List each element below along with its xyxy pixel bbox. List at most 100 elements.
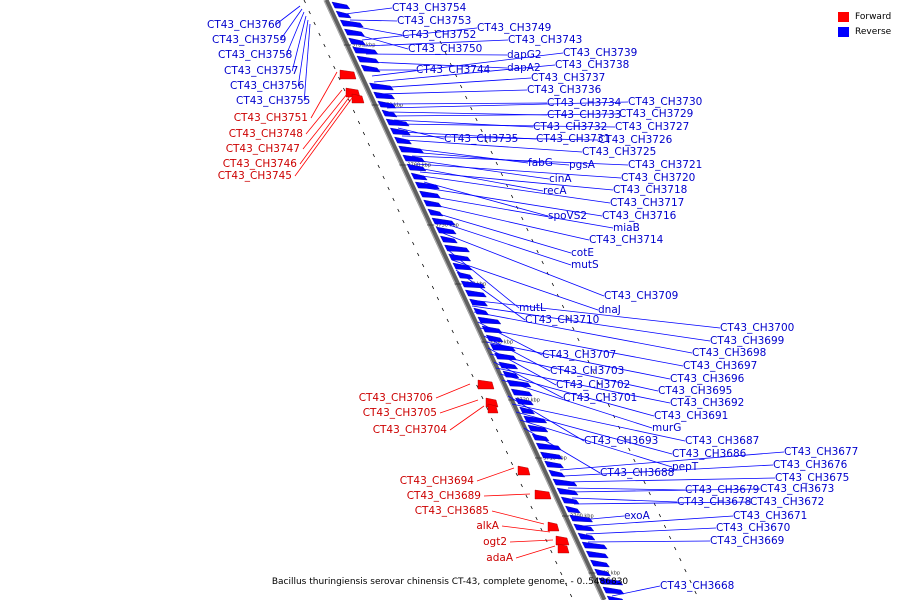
guide-dot bbox=[480, 128, 483, 133]
label-leader bbox=[447, 249, 520, 309]
reverse-gene-label: miaB bbox=[613, 222, 640, 234]
label-leader bbox=[473, 311, 693, 354]
label-leader bbox=[489, 353, 659, 392]
guide-dot bbox=[560, 571, 563, 576]
label-leader bbox=[419, 171, 614, 191]
label-leader bbox=[495, 367, 671, 404]
guide-dot bbox=[541, 260, 544, 265]
label-leader bbox=[579, 515, 625, 521]
label-leader bbox=[403, 139, 583, 153]
guide-dot bbox=[431, 285, 435, 290]
reverse-gene bbox=[389, 127, 411, 136]
label-leader bbox=[511, 403, 686, 442]
reverse-gene-label: CT43_CH3714 bbox=[589, 234, 664, 246]
guide-dot bbox=[357, 120, 361, 125]
forward-gene bbox=[477, 379, 495, 390]
reverse-gene bbox=[510, 388, 533, 397]
reverse-gene bbox=[360, 64, 381, 73]
forward-gene-track bbox=[339, 69, 570, 554]
reverse-gene bbox=[356, 55, 380, 64]
guide-dot bbox=[323, 43, 326, 48]
label-leader bbox=[431, 211, 572, 254]
label-leader bbox=[423, 181, 549, 217]
label-leader bbox=[373, 64, 556, 83]
guide-dot bbox=[607, 403, 611, 408]
guide-dot bbox=[417, 252, 420, 257]
guide-dot bbox=[436, 296, 440, 301]
guide-dot bbox=[500, 439, 504, 444]
label-leader bbox=[303, 23, 311, 102]
reverse-gene bbox=[427, 208, 444, 217]
reverse-gene bbox=[410, 172, 428, 181]
reverse-gene-label: pepT bbox=[672, 461, 699, 473]
label-leader bbox=[469, 299, 721, 329]
label-leader bbox=[367, 61, 508, 69]
reverse-gene-label: CT43_CH3759 bbox=[212, 34, 286, 46]
reverse-gene-label: CT43_CH3710 bbox=[525, 314, 599, 326]
legend-item-forward: Forward bbox=[838, 9, 891, 24]
guide-dot bbox=[569, 593, 573, 598]
guide-dot bbox=[505, 450, 509, 455]
guide-dot bbox=[367, 142, 370, 147]
guide-dot bbox=[491, 417, 494, 422]
guide-dot bbox=[426, 274, 430, 279]
reverse-gene-label: CT43_CH3757 bbox=[224, 65, 298, 77]
guide-dot bbox=[481, 395, 484, 400]
label-leader bbox=[429, 203, 590, 241]
guide-dot bbox=[668, 535, 672, 540]
guide-dot bbox=[460, 84, 463, 89]
reverse-gene bbox=[406, 163, 427, 172]
label-leader bbox=[397, 127, 445, 140]
guide-dot bbox=[485, 139, 488, 144]
label-leader bbox=[485, 341, 671, 380]
reverse-gene-label: CT43_CH3668 bbox=[660, 580, 734, 592]
reverse-gene-label: CT43_CH3725 bbox=[582, 146, 656, 158]
guide-dot bbox=[623, 436, 626, 441]
guide-dot bbox=[658, 513, 662, 518]
reverse-gene-label: CT43_CH3737 bbox=[531, 72, 605, 84]
guide-dot bbox=[679, 557, 682, 562]
guide-dot bbox=[572, 326, 575, 331]
reverse-gene-label: cinA bbox=[549, 173, 572, 185]
reverse-gene bbox=[506, 379, 532, 388]
label-leader bbox=[401, 135, 599, 141]
guide-dot bbox=[535, 516, 538, 521]
reverse-gene-label: CT43_CH3707 bbox=[542, 349, 616, 361]
reverse-gene-label: CT43_CH3679 bbox=[685, 484, 759, 496]
forward-gene-label: CT43_CH3706 bbox=[359, 392, 434, 404]
reverse-gene bbox=[444, 244, 470, 253]
reverse-gene bbox=[452, 262, 473, 271]
forward-gene-label: alkA bbox=[476, 520, 499, 532]
reverse-gene bbox=[414, 181, 440, 190]
reverse-gene-label: CT43_CH3678 bbox=[677, 496, 751, 508]
label-leader bbox=[483, 493, 531, 497]
guide-dot bbox=[352, 109, 356, 114]
label-leader bbox=[365, 53, 508, 56]
guide-dot bbox=[328, 54, 331, 59]
reverse-gene-label: CT43_CH3732 bbox=[533, 121, 607, 133]
reverse-gene bbox=[331, 1, 351, 10]
guide-dot bbox=[577, 337, 580, 342]
reverse-gene bbox=[544, 460, 565, 469]
guide-dot bbox=[392, 197, 395, 202]
legend-forward-label: Forward bbox=[855, 11, 892, 22]
label-leader bbox=[363, 39, 509, 47]
label-leader bbox=[455, 269, 526, 321]
forward-gene-label: adaA bbox=[486, 552, 514, 564]
reverse-gene bbox=[344, 28, 365, 37]
reverse-gene bbox=[348, 37, 367, 46]
scale-tick-label: 3730 kbp bbox=[489, 340, 513, 346]
label-leader bbox=[415, 163, 622, 179]
forward-gene-label: CT43_CH3751 bbox=[234, 112, 308, 124]
reverse-swatch bbox=[838, 26, 849, 37]
guide-dot bbox=[490, 150, 493, 155]
label-leader bbox=[573, 501, 751, 505]
label-leader bbox=[569, 488, 761, 493]
guide-dot bbox=[465, 95, 468, 100]
label-leader bbox=[425, 187, 603, 217]
label-leader bbox=[509, 539, 554, 543]
guide-dot bbox=[422, 263, 425, 268]
reverse-gene-label: CT43_CH3727 bbox=[615, 121, 689, 133]
label-leader bbox=[439, 231, 605, 297]
